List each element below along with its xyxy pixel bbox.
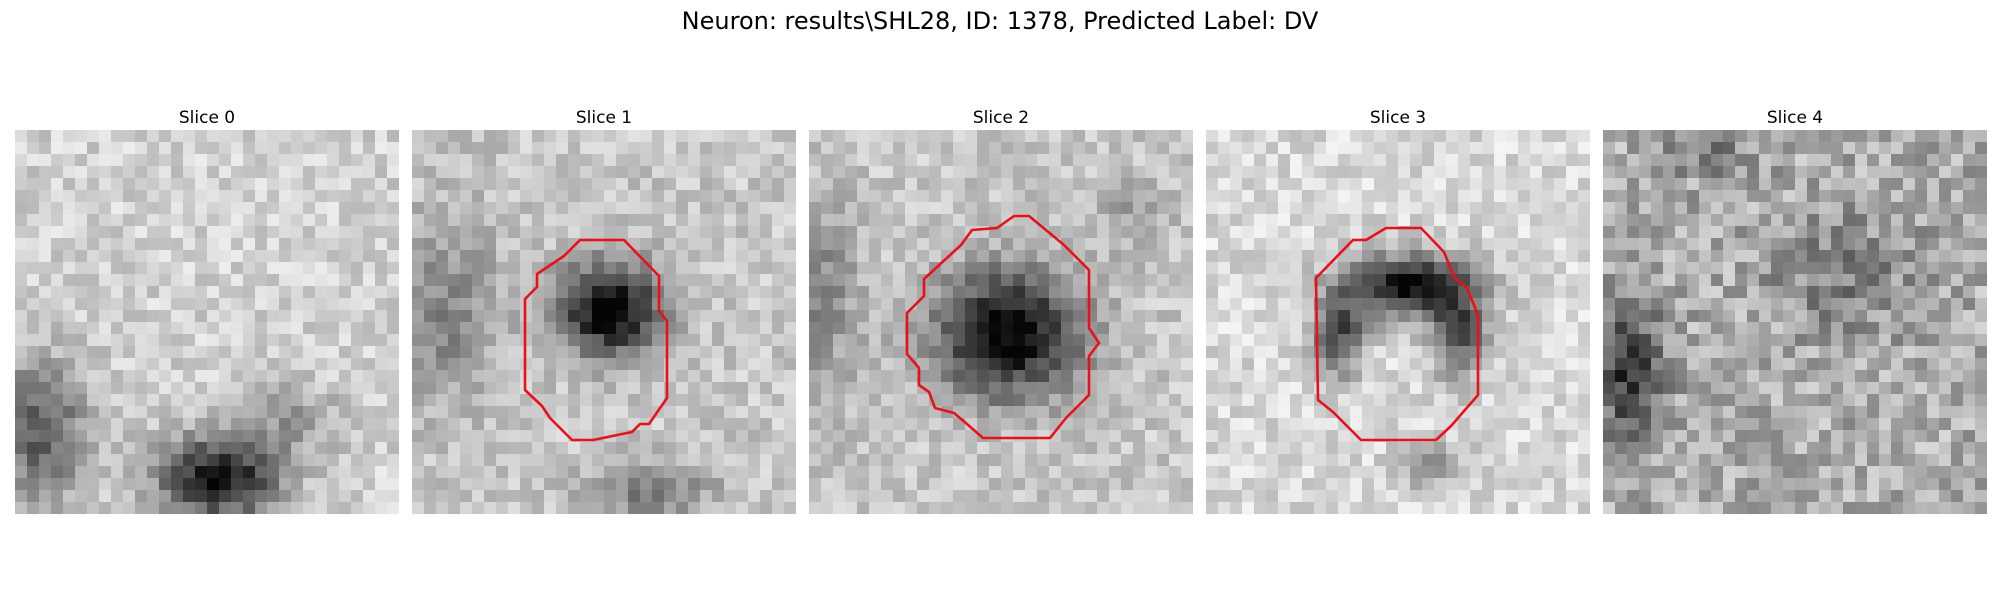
segmentation-contour	[1314, 226, 1480, 442]
segmentation-contour	[905, 214, 1101, 440]
slice-title: Slice 4	[1766, 108, 1824, 128]
slice-image	[809, 130, 1193, 514]
slice-image	[15, 130, 399, 514]
slice-panel-3: Slice 3	[1206, 108, 1590, 514]
slice-title: Slice 0	[178, 108, 236, 128]
slice-title: Slice 3	[1369, 108, 1427, 128]
slice-image	[412, 130, 796, 514]
slice-image	[1603, 130, 1987, 514]
figure-title: Neuron: results\SHL28, ID: 1378, Predict…	[681, 7, 1319, 35]
segmentation-contour	[523, 238, 669, 442]
slice-panel-4: Slice 4	[1603, 108, 1987, 514]
slice-title: Slice 1	[575, 108, 633, 128]
slice-panel-1: Slice 1	[412, 108, 796, 514]
slice-panel-0: Slice 0	[15, 108, 399, 514]
slice-panel-2: Slice 2	[809, 108, 1193, 514]
slice-image	[1206, 130, 1590, 514]
slice-title: Slice 2	[972, 108, 1030, 128]
